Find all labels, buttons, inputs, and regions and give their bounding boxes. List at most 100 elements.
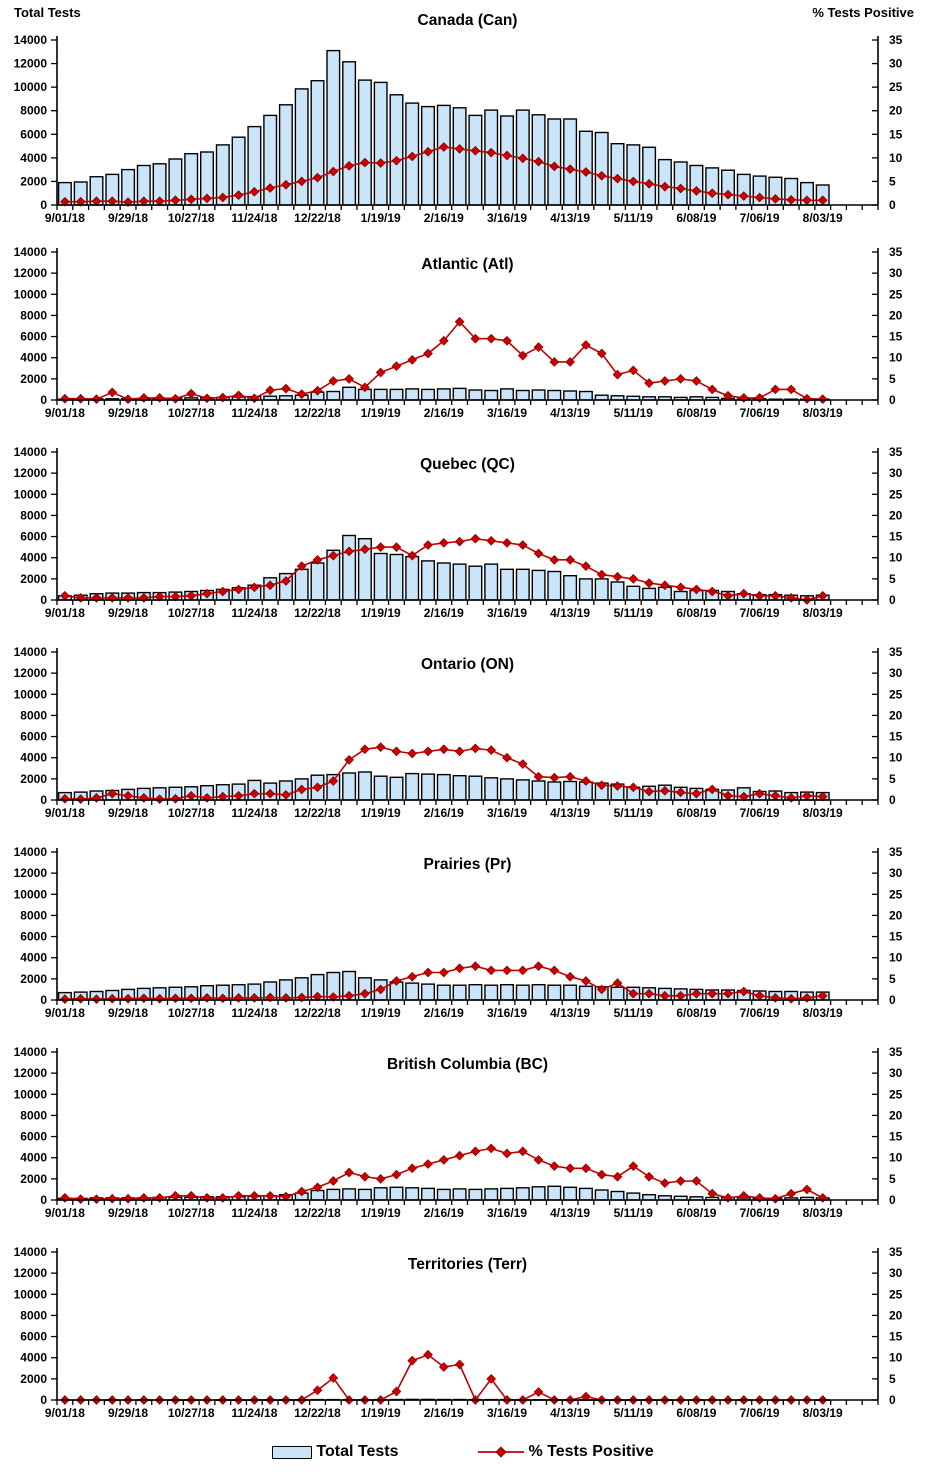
- diamond-marker: [375, 742, 386, 753]
- left-axis-tick-label: 4000: [20, 1151, 47, 1165]
- total-tests-bar: [389, 1186, 404, 1201]
- x-axis-tick-label: 11/24/18: [231, 406, 277, 420]
- diamond-marker: [312, 172, 323, 183]
- diamond-marker: [217, 192, 228, 203]
- total-tests-bar: [468, 1188, 483, 1201]
- left-axis-tick-label: 2000: [20, 372, 47, 386]
- x-axis-tick-label: 4/13/19: [550, 1206, 590, 1220]
- tick-marks: [51, 651, 879, 805]
- total-tests-bar: [421, 773, 436, 801]
- right-axis-tick-label: 25: [889, 1087, 903, 1101]
- diamond-marker: [344, 373, 354, 384]
- left-axis-tick-label: 2000: [20, 772, 47, 786]
- x-axis-tick-label: 9/29/18: [108, 211, 148, 225]
- diamond-marker: [675, 582, 686, 593]
- diamond-marker: [691, 376, 702, 386]
- right-axis-tick-label: 15: [889, 1130, 903, 1144]
- x-axis-tick-label: 8/03/19: [803, 211, 843, 225]
- right-axis-tick-label: 15: [889, 127, 903, 141]
- left-axis-tick-label: 2000: [20, 572, 47, 586]
- total-tests-bar: [563, 780, 578, 801]
- total-tests-bar: [500, 568, 515, 601]
- diamond-marker: [454, 536, 465, 547]
- x-axis-tick-label: 11/24/18: [231, 606, 277, 620]
- diamond-marker: [391, 1169, 402, 1180]
- diamond-marker: [533, 961, 544, 972]
- total-tests-bar: [626, 585, 641, 601]
- x-axis-tick-label: 3/16/19: [487, 1006, 527, 1020]
- diamond-marker: [75, 794, 86, 805]
- diamond-marker: [423, 348, 433, 359]
- left-axis-tick-label: 14000: [14, 845, 48, 859]
- total-tests-bar: [357, 771, 372, 801]
- right-axis-tick-label: 20: [889, 1108, 903, 1122]
- left-axis-tick-label: 6000: [20, 127, 47, 141]
- diamond-marker: [344, 754, 354, 765]
- diamond-marker: [470, 533, 481, 544]
- diamond-marker: [296, 1186, 307, 1197]
- x-axis-tick-label: 7/06/19: [740, 1006, 780, 1020]
- diamond-marker: [154, 993, 165, 1004]
- diamond-marker: [581, 167, 591, 177]
- diamond-marker: [233, 190, 244, 200]
- right-axis-tick-label: 10: [889, 1351, 903, 1365]
- right-axis-tick-label: 0: [889, 1393, 896, 1407]
- right-axis-tick-label: 30: [889, 666, 903, 680]
- diamond-marker: [170, 393, 181, 404]
- diamond-marker: [391, 155, 402, 166]
- total-tests-bar: [405, 982, 420, 1001]
- x-axis-tick-label: 8/03/19: [803, 406, 843, 420]
- total-tests-bar: [436, 984, 451, 1001]
- diamond-marker: [407, 151, 418, 162]
- diamond-marker: [517, 540, 528, 550]
- right-axis-tick-label: 30: [889, 57, 903, 71]
- x-axis-tick-label: 7/06/19: [740, 406, 780, 420]
- right-axis-tick-label: 25: [889, 287, 903, 301]
- diamond-marker: [91, 793, 102, 803]
- diamond-marker: [691, 584, 702, 595]
- diamond-marker: [312, 385, 323, 396]
- x-axis-tick-label: 4/13/19: [550, 606, 590, 620]
- diamond-marker: [312, 1385, 323, 1396]
- diamond-marker: [738, 986, 749, 997]
- diamond-marker: [407, 748, 418, 759]
- diamond-marker: [817, 791, 828, 802]
- total-tests-bar: [468, 983, 483, 1001]
- x-axis-tick-label: 8/03/19: [803, 1406, 843, 1420]
- left-axis-tick-label: 0: [40, 1393, 47, 1407]
- diamond-marker: [517, 965, 528, 976]
- right-axis-tick-label: 25: [889, 887, 903, 901]
- total-tests-bar: [342, 386, 357, 401]
- right-axis-tick-label: 0: [889, 1193, 896, 1207]
- x-axis-tick-label: 7/06/19: [740, 606, 780, 620]
- x-axis-tick-label: 8/03/19: [803, 806, 843, 820]
- total-tests-bar: [405, 388, 420, 401]
- diamond-marker: [75, 196, 86, 207]
- left-axis-tick-label: 4000: [20, 551, 47, 565]
- diamond-marker: [375, 1173, 386, 1184]
- pct-positive-line: [64, 1353, 823, 1402]
- diamond-marker: [738, 393, 749, 403]
- diamond-marker: [470, 333, 481, 344]
- diamond-marker: [786, 993, 797, 1004]
- diamond-marker: [281, 179, 291, 190]
- x-axis-tick-label: 1/19/19: [361, 1006, 401, 1020]
- diamond-marker: [360, 157, 370, 168]
- diamond-marker: [533, 548, 544, 559]
- x-axis-tick-label: 4/13/19: [550, 1006, 590, 1020]
- tick-labels: 0 2000 4000 6000 8000 10000 12000 14000 0 5 10 15 20…: [14, 645, 903, 820]
- right-axis-tick-label: 25: [889, 80, 903, 94]
- x-axis-tick-label: 1/19/19: [361, 406, 401, 420]
- diamond-marker: [423, 146, 433, 157]
- right-axis-tick-label: 35: [889, 245, 903, 259]
- total-tests-bar: [389, 776, 404, 801]
- x-axis-tick-label: 12/22/18: [294, 1006, 341, 1020]
- tick-marks: [51, 39, 879, 210]
- diamond-marker: [470, 145, 481, 156]
- diamond-marker: [265, 788, 276, 799]
- diamond-marker: [707, 188, 718, 199]
- diamond-marker: [454, 1359, 465, 1370]
- diamond-marker: [360, 1171, 370, 1182]
- left-axis-tick-label: 6000: [20, 930, 47, 944]
- right-axis-tick-label: 20: [889, 508, 903, 522]
